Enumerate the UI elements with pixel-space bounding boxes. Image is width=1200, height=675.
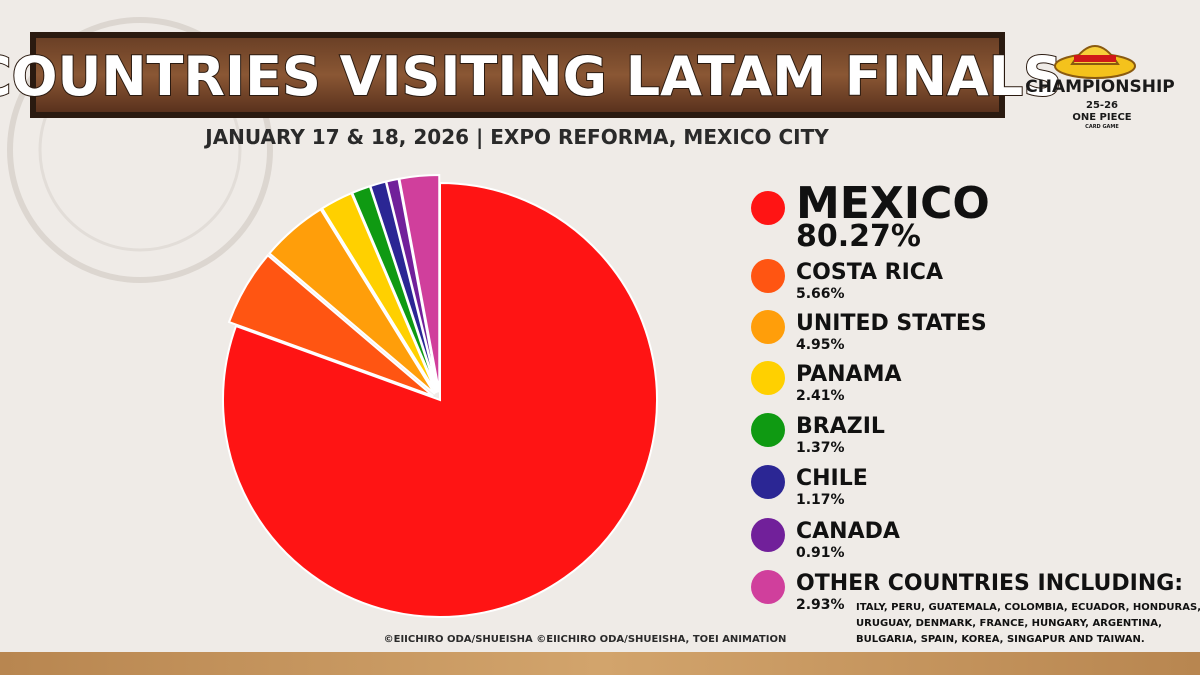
legend-value: 0.91%	[796, 545, 845, 561]
legend-label: PANAMA	[796, 362, 902, 387]
pie-slice	[268, 208, 436, 395]
logo-title: CHAMPIONSHIP	[1025, 77, 1175, 97]
legend-label: CHILE	[796, 466, 868, 491]
legend-swatch	[751, 518, 785, 552]
legend-swatch	[751, 259, 785, 293]
legend-swatch	[751, 465, 785, 499]
legend-label: CANADA	[796, 519, 900, 544]
pie-slice	[222, 181, 658, 618]
legend-swatch	[751, 361, 785, 395]
credit: ©EIICHIRO ODA/SHUEISHA ©EIICHIRO ODA/SHU…	[384, 634, 787, 645]
rope-border	[0, 652, 1200, 675]
legend-value: 2.41%	[796, 388, 845, 404]
note-line: ITALY, PERU, GUATEMALA, COLOMBIA, ECUADO…	[856, 602, 1200, 613]
note-line: URUGUAY, DENMARK, FRANCE, HUNGARY, ARGEN…	[856, 618, 1162, 629]
title-banner	[36, 38, 999, 112]
logo-hat-band	[1074, 55, 1116, 62]
legend-label: OTHER COUNTRIES INCLUDING:	[796, 571, 1183, 596]
legend-value: 1.37%	[796, 440, 845, 456]
legend-value: 4.95%	[796, 337, 845, 353]
pie	[222, 174, 658, 618]
legend-swatch	[751, 310, 785, 344]
legend-value: 5.66%	[796, 286, 845, 302]
compass-decoration	[7, 17, 273, 283]
note-line: BULGARIA, SPAIN, KOREA, SINGAPUR AND TAI…	[856, 634, 1145, 645]
pie-slice	[398, 174, 441, 393]
logo-brand: ONE PIECE	[1072, 112, 1131, 123]
chart-title: COUNTRIES VISITING LATAM FINALS	[0, 45, 1062, 108]
legend-swatch	[751, 413, 785, 447]
legend-label: MEXICO	[796, 178, 990, 229]
logo: CHAMPIONSHIP 25-26 ONE PIECE CARD GAME	[1025, 45, 1175, 130]
legend-swatch	[751, 570, 785, 604]
logo-subtitle: CARD GAME	[1085, 124, 1119, 130]
chart-subtitle: JANUARY 17 & 18, 2026 | EXPO REFORMA, ME…	[203, 125, 829, 149]
pie-slice	[227, 254, 434, 397]
legend-value: 2.93%	[796, 597, 845, 613]
legend-swatch	[751, 191, 785, 225]
logo-season: 25-26	[1086, 100, 1118, 111]
legend-value: 1.17%	[796, 492, 845, 508]
legend-label: COSTA RICA	[796, 260, 943, 285]
legend-label: UNITED STATES	[796, 311, 987, 336]
legend-value: 80.27%	[796, 219, 921, 254]
legend-label: BRAZIL	[796, 414, 885, 439]
